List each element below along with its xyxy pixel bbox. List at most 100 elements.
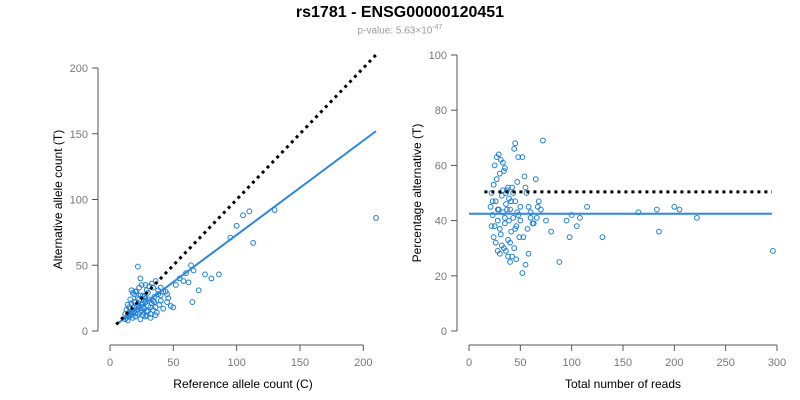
left-data-point	[138, 282, 145, 288]
right-data-point	[522, 184, 529, 191]
right-data-point	[519, 270, 526, 276]
left-data-point	[180, 278, 187, 284]
right-data-point	[512, 198, 519, 205]
right-data-point	[501, 168, 507, 174]
left-data-point	[127, 296, 134, 303]
right-data-point	[514, 209, 521, 216]
left-x-tick-label: 50	[167, 357, 179, 369]
left-data-point	[216, 271, 222, 278]
right-data-point	[532, 176, 539, 183]
right-data-point	[566, 234, 573, 241]
left-data-point	[156, 301, 163, 308]
left-y-tick-label: 200	[70, 63, 88, 75]
right-data-point	[515, 154, 522, 161]
right-data-point	[506, 217, 512, 224]
left-data-point	[142, 282, 149, 288]
left-fit-line	[115, 130, 377, 326]
right-y-tick-label: 80	[435, 105, 447, 117]
right-data-point	[521, 173, 528, 180]
right-data-point	[514, 179, 521, 185]
right-data-point	[510, 214, 517, 221]
right-data-point	[515, 212, 522, 218]
left-data-point	[373, 215, 379, 221]
left-data-point	[165, 295, 172, 302]
right-data-point	[489, 212, 496, 218]
right-x-tick-label: 100	[562, 357, 580, 369]
right-y-tick-label: 100	[429, 50, 447, 62]
right-y-tick-label: 0	[441, 326, 447, 338]
right-data-point	[533, 214, 540, 221]
right-data-point	[496, 250, 503, 257]
right-data-point	[509, 253, 516, 260]
right-data-point	[517, 203, 524, 210]
left-data-point	[240, 212, 246, 219]
left-x-axis-label: Reference allele count (C)	[173, 377, 312, 391]
left-data-point	[246, 208, 253, 215]
right-data-point	[671, 203, 678, 210]
right-data-point	[653, 206, 660, 213]
right-data-point	[537, 206, 544, 213]
right-data-point	[556, 259, 563, 265]
right-data-point	[507, 239, 513, 246]
right-data-point	[494, 206, 501, 213]
left-data-point	[146, 296, 153, 303]
right-data-point	[576, 214, 583, 221]
left-data-point	[147, 314, 154, 321]
chart-subtitle: p-value: 5.63×10-47	[0, 24, 800, 36]
right-data-point	[507, 259, 513, 265]
right-data-point	[492, 198, 499, 205]
left-data-point	[143, 312, 150, 319]
left-data-point	[147, 304, 154, 311]
right-x-tick-label: 300	[768, 357, 786, 369]
left-data-point	[152, 312, 159, 319]
right-data-point	[491, 162, 498, 169]
right-data-point	[513, 256, 520, 263]
right-data-point	[492, 239, 499, 246]
right-data-point	[656, 228, 662, 235]
right-data-point	[524, 225, 531, 232]
left-reference-line	[115, 53, 378, 326]
pvalue-text: p-value: 5.63×10	[357, 25, 433, 37]
right-y-tick-label: 60	[435, 160, 447, 172]
right-y-tick-label: 40	[435, 216, 447, 228]
right-data-point	[490, 181, 497, 188]
right-data-point	[508, 228, 514, 235]
left-data-point	[150, 297, 156, 304]
left-data-point	[157, 292, 164, 299]
left-data-point	[157, 284, 164, 291]
left-data-point	[172, 282, 179, 288]
left-data-point	[142, 313, 149, 320]
right-data-point	[491, 223, 498, 230]
right-x-tick-label: 0	[466, 357, 472, 369]
right-data-point	[540, 137, 546, 144]
right-data-point	[498, 192, 505, 199]
left-x-tick-label: 0	[107, 357, 113, 369]
right-x-tick-label: 200	[665, 357, 683, 369]
right-data-point	[509, 184, 516, 191]
left-data-point	[145, 308, 151, 315]
left-data-point	[129, 314, 136, 321]
pvalue-exponent: -47	[432, 24, 443, 31]
right-data-point	[584, 203, 590, 210]
right-data-point	[530, 220, 537, 227]
right-data-point	[508, 198, 514, 205]
right-data-point	[502, 214, 508, 221]
left-data-point	[128, 287, 135, 294]
right-data-point	[527, 209, 534, 216]
right-data-point	[505, 253, 511, 260]
left-data-point	[160, 305, 167, 312]
right-data-point	[543, 217, 549, 224]
right-x-tick-label: 250	[716, 357, 734, 369]
right-data-point	[495, 151, 502, 158]
left-data-point	[164, 291, 170, 298]
left-x-tick-label: 200	[354, 357, 372, 369]
left-y-tick-label: 50	[76, 260, 88, 272]
left-data-point	[233, 222, 240, 229]
left-data-point	[185, 279, 192, 286]
right-data-point	[568, 212, 575, 218]
right-data-point	[573, 223, 580, 230]
left-data-point	[137, 316, 144, 323]
left-data-point	[250, 239, 257, 246]
